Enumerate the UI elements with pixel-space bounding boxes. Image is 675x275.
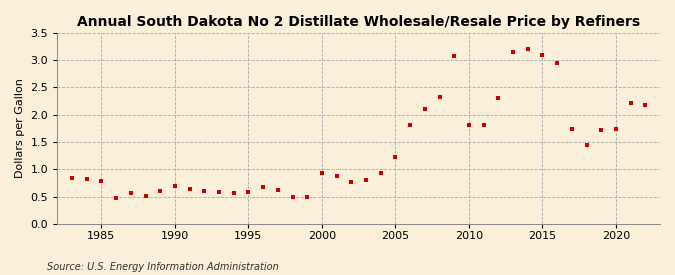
Title: Annual South Dakota No 2 Distillate Wholesale/Resale Price by Refiners: Annual South Dakota No 2 Distillate Whol… xyxy=(77,15,640,29)
Y-axis label: Dollars per Gallon: Dollars per Gallon xyxy=(15,78,25,178)
Text: Source: U.S. Energy Information Administration: Source: U.S. Energy Information Administ… xyxy=(47,262,279,272)
